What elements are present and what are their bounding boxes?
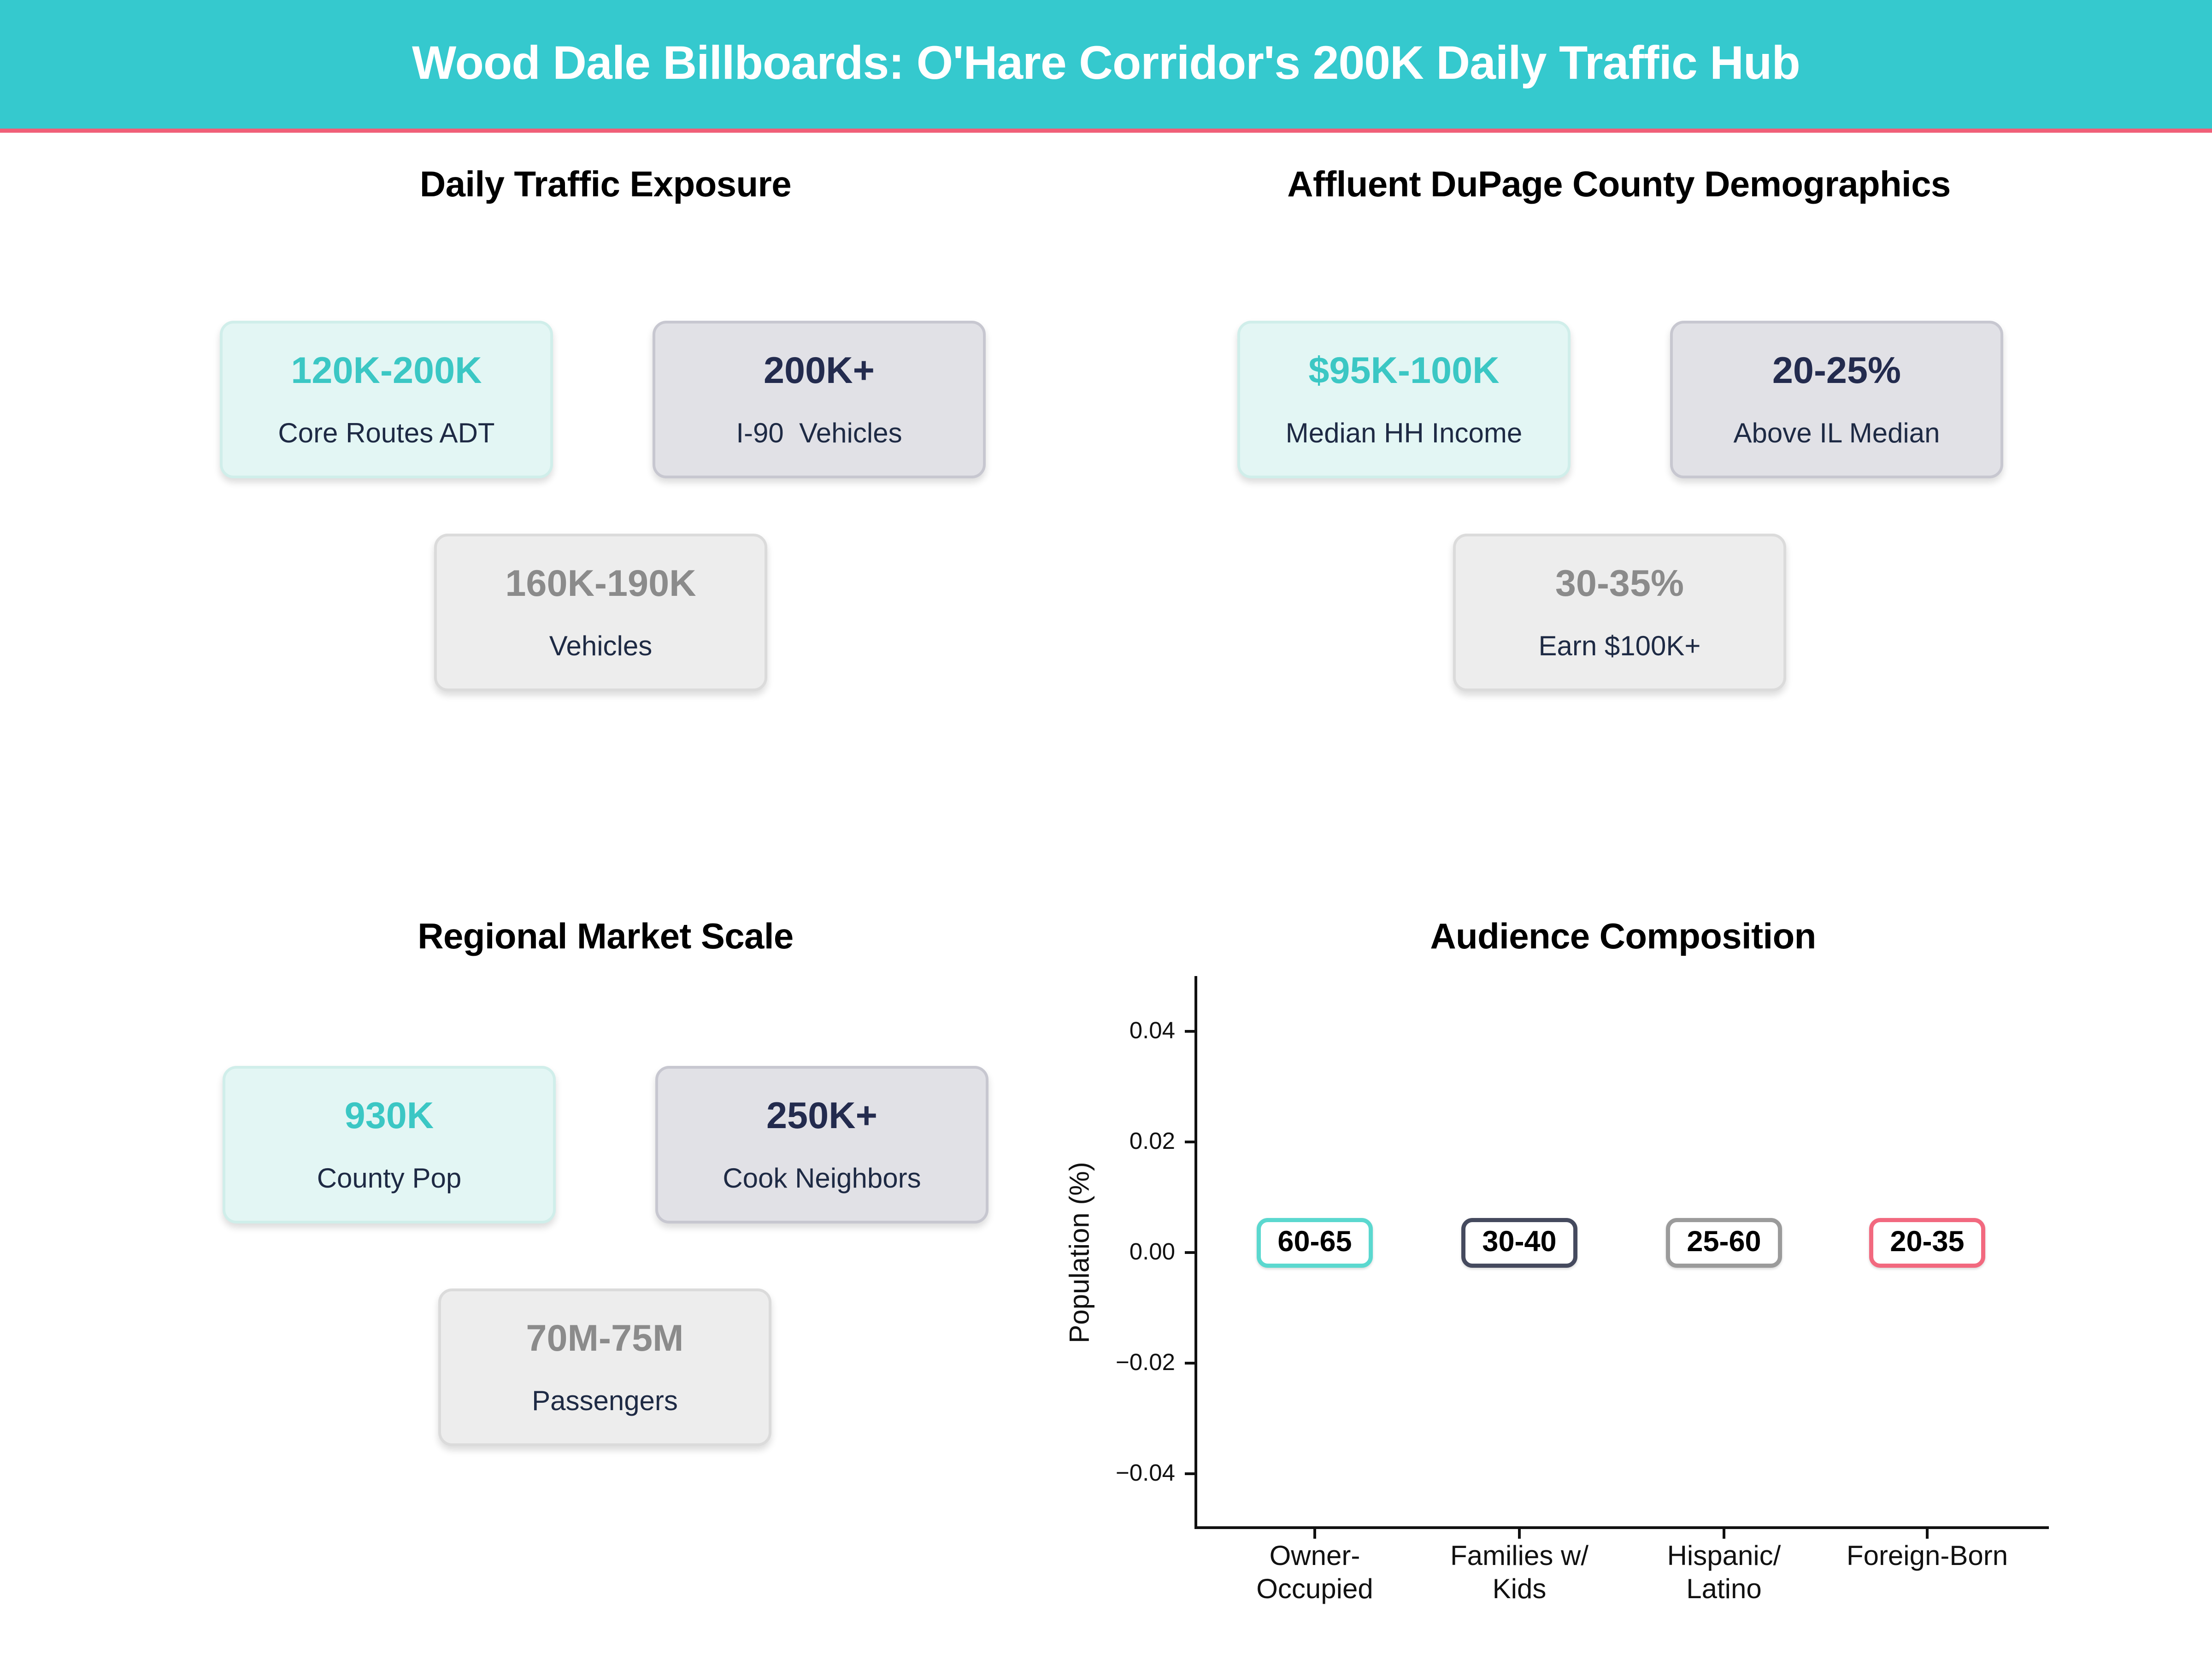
annotation-box-families-w-kids: 30-40: [1461, 1218, 1577, 1268]
y-tick-mark: [1185, 1251, 1194, 1254]
y-tick-label: 0.00: [1129, 1239, 1175, 1265]
chart-title: Audience Composition: [1430, 915, 1816, 957]
y-tick-mark: [1185, 1141, 1194, 1143]
stat-value: 930K: [344, 1094, 434, 1136]
stat-value: 70M-75M: [526, 1317, 684, 1359]
y-tick-label: −0.02: [1115, 1349, 1175, 1376]
x-tick-mark: [1518, 1529, 1521, 1539]
stat-value: $95K-100K: [1308, 349, 1500, 391]
stat-card-i90-vehicles: 200K+ I-90 Vehicles: [653, 321, 986, 478]
stat-card-cook-neighbors: 250K+ Cook Neighbors: [655, 1066, 988, 1224]
x-tick-label-families-w-kids: Families w/ Kids: [1450, 1541, 1588, 1605]
y-tick-mark: [1185, 1030, 1194, 1033]
x-tick-mark: [1723, 1529, 1725, 1539]
section-regional-market-scale: Regional Market Scale 930K County Pop 25…: [0, 885, 1106, 1659]
stat-label: Passengers: [532, 1386, 678, 1417]
stat-value: 120K-200K: [291, 349, 482, 391]
x-tick-mark: [1313, 1529, 1316, 1539]
stat-card-earn-100k: 30-35% Earn $100K+: [1453, 534, 1786, 691]
stat-value: 160K-190K: [505, 562, 696, 604]
stat-value: 250K+: [766, 1094, 877, 1136]
annotation-box-foreign-born: 20-35: [1869, 1218, 1985, 1268]
stat-card-median-income: $95K-100K Median HH Income: [1237, 321, 1571, 478]
x-tick-mark: [1926, 1529, 1929, 1539]
stat-card-county-pop: 930K County Pop: [223, 1066, 556, 1224]
stat-label: Above IL Median: [1733, 418, 1940, 449]
section-daily-traffic-exposure: Daily Traffic Exposure 120K-200K Core Ro…: [0, 133, 1106, 885]
x-tick-label-owner-occupied: Owner- Occupied: [1256, 1541, 1373, 1605]
section-dupage-demographics: Affluent DuPage County Demographics $95K…: [1106, 133, 2212, 885]
x-tick-label-foreign-born: Foreign-Born: [1846, 1541, 2008, 1572]
header-banner: Wood Dale Billboards: O'Hare Corridor's …: [0, 0, 2212, 129]
stat-label: Vehicles: [549, 631, 653, 662]
stat-card-core-routes-adt: 120K-200K Core Routes ADT: [220, 321, 553, 478]
page-title: Wood Dale Billboards: O'Hare Corridor's …: [412, 37, 1800, 90]
stat-card-above-il-median: 20-25% Above IL Median: [1670, 321, 2003, 478]
y-tick-label: −0.04: [1115, 1460, 1175, 1486]
y-tick-mark: [1185, 1362, 1194, 1365]
y-tick-mark: [1185, 1472, 1194, 1475]
stat-card-vehicles: 160K-190K Vehicles: [434, 534, 767, 691]
stat-label: Cook Neighbors: [723, 1163, 921, 1194]
stat-value: 30-35%: [1555, 562, 1684, 604]
annotation-box-hispanic-latino: 25-60: [1666, 1218, 1782, 1268]
stat-label: County Pop: [317, 1163, 462, 1194]
annotation-box-owner-occupied: 60-65: [1257, 1218, 1373, 1268]
section-audience-composition-chart: Audience Composition Population (%) 0.04…: [1065, 885, 2212, 1659]
stat-label: Median HH Income: [1285, 418, 1523, 449]
stat-value: 200K+: [763, 349, 875, 391]
stat-value: 20-25%: [1772, 349, 1901, 391]
section-title-demographics: Affluent DuPage County Demographics: [1287, 163, 1951, 205]
section-title-market: Regional Market Scale: [418, 915, 794, 957]
stat-label: Core Routes ADT: [278, 418, 495, 449]
stat-label: I-90 Vehicles: [736, 418, 902, 449]
stat-card-passengers: 70M-75M Passengers: [438, 1288, 771, 1446]
y-tick-label: 0.04: [1129, 1018, 1175, 1044]
plot-area: [1194, 976, 2049, 1529]
stat-label: Earn $100K+: [1538, 631, 1701, 662]
y-tick-label: 0.02: [1129, 1128, 1175, 1154]
section-title-traffic: Daily Traffic Exposure: [419, 163, 792, 205]
x-tick-label-hispanic-latino: Hispanic/ Latino: [1667, 1541, 1781, 1605]
header-accent-line: [0, 129, 2212, 133]
